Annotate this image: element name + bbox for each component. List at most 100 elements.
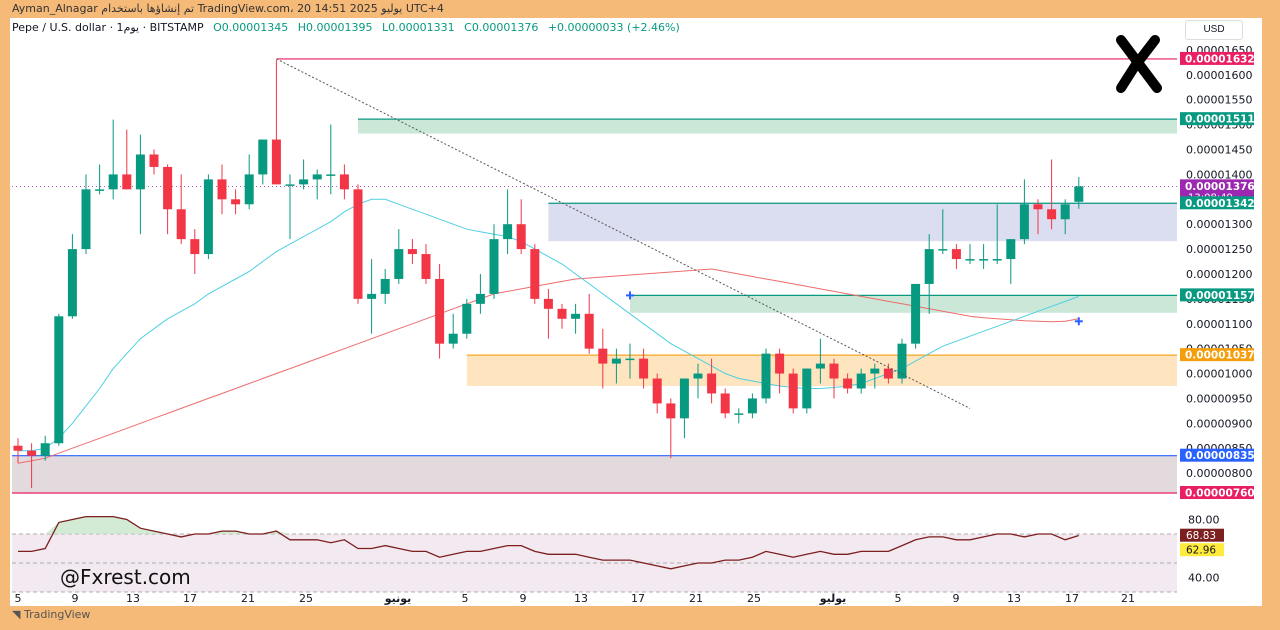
candle (1074, 176, 1084, 209)
candle (938, 209, 948, 255)
candle (516, 199, 526, 255)
candle-body (598, 348, 608, 364)
candle (571, 303, 581, 334)
candle-body (258, 139, 268, 175)
candle-body (244, 174, 254, 205)
x-tick-label: 9 (520, 592, 527, 605)
candle (951, 244, 961, 269)
candle (244, 154, 254, 210)
candle (190, 229, 200, 274)
x-tick-label: 5 (462, 592, 469, 605)
cross-marker-icon (626, 291, 634, 300)
candle (503, 189, 513, 255)
candle-body (1060, 204, 1070, 220)
candle (775, 348, 785, 394)
candle-body (530, 249, 540, 299)
candle (163, 164, 173, 235)
candle (802, 368, 812, 414)
candle (1060, 199, 1070, 235)
candle-body (734, 413, 744, 415)
x-tick-label: 17 (1065, 592, 1079, 605)
ema-slow-line (17, 268, 1079, 464)
candle (843, 373, 853, 394)
price-label-bg (1180, 486, 1254, 500)
x-tick-label: 21 (689, 592, 703, 605)
price-label: 0.00001511 (1185, 114, 1255, 126)
candle-body (176, 209, 186, 240)
x-tick-label: يونيو (384, 592, 412, 605)
candle-body (421, 254, 431, 279)
candle-body (829, 363, 839, 379)
candle (734, 408, 744, 424)
candle (40, 435, 50, 461)
candle-body (394, 249, 404, 279)
candle (924, 234, 934, 314)
x-tick-label: 13 (126, 592, 140, 605)
candle (870, 363, 880, 389)
candle-body (312, 174, 322, 180)
candle-body (190, 239, 200, 255)
candle-body (13, 445, 23, 451)
x-tick-label: 5 (15, 592, 22, 605)
candles-layer (13, 59, 1084, 489)
candle-body (108, 174, 118, 190)
candle-body (353, 189, 363, 299)
candle (965, 244, 975, 265)
candle (67, 234, 77, 319)
candle (652, 373, 662, 414)
ohlc-close: C0.00001376 (464, 21, 539, 34)
candle (856, 368, 866, 394)
candle (176, 174, 186, 245)
x-tick-label: 17 (183, 592, 197, 605)
candle (435, 264, 445, 359)
candle-body (380, 278, 390, 294)
ohlc-open: O0.00001345 (213, 21, 289, 34)
symbol-legend: Pepe / U.S. dollar · 1يوم · BITSTAMP O0.… (12, 21, 686, 34)
candle (557, 303, 567, 329)
candle (530, 244, 540, 304)
x-tick-label: 9 (953, 592, 960, 605)
candle-body (271, 139, 281, 185)
rsi-ma-bg (1180, 543, 1224, 557)
ohlc-high: H0.00001395 (297, 21, 373, 34)
candle-body (911, 283, 921, 344)
candle (897, 338, 907, 384)
candle (679, 378, 689, 439)
candle-body (652, 378, 662, 404)
price-label: 0.00001037 (1185, 350, 1255, 362)
candle (911, 283, 921, 349)
zone-resistance-upper (358, 119, 1177, 134)
chart-credit: Ayman_Alnagar تم إنشاؤها باستخدام Tradin… (12, 2, 444, 15)
x-tick-label: 25 (747, 592, 761, 605)
currency-selector[interactable]: USD (1185, 20, 1243, 40)
candle-body (40, 443, 50, 456)
candle (81, 174, 91, 255)
candle-body (95, 189, 105, 191)
candle (312, 169, 322, 200)
candle (203, 174, 213, 260)
candle (462, 298, 472, 339)
candle (367, 259, 377, 334)
candle-body (1033, 204, 1043, 210)
candle-body (870, 368, 880, 374)
candle (1019, 179, 1029, 245)
candle-body (435, 278, 445, 344)
x-tick-label: 13 (1007, 592, 1021, 605)
candle-body (1047, 209, 1057, 220)
candle (639, 348, 649, 389)
candle-body (666, 403, 676, 419)
x-tick-label: 13 (574, 592, 588, 605)
x-tick-label: 9 (72, 592, 79, 605)
candle (421, 244, 431, 284)
candle-body (720, 393, 730, 414)
y-tick-label: 0.00001400 (1186, 168, 1252, 181)
y-tick-label: 0.00001250 (1186, 243, 1252, 256)
candle (299, 159, 309, 190)
x-tick-label: 17 (631, 592, 645, 605)
candle (231, 189, 241, 215)
candle-body (203, 179, 213, 255)
ohlc-low: L0.00001331 (382, 21, 455, 34)
watermark-text: @Fxrest.com (60, 565, 191, 589)
candle (13, 438, 23, 464)
